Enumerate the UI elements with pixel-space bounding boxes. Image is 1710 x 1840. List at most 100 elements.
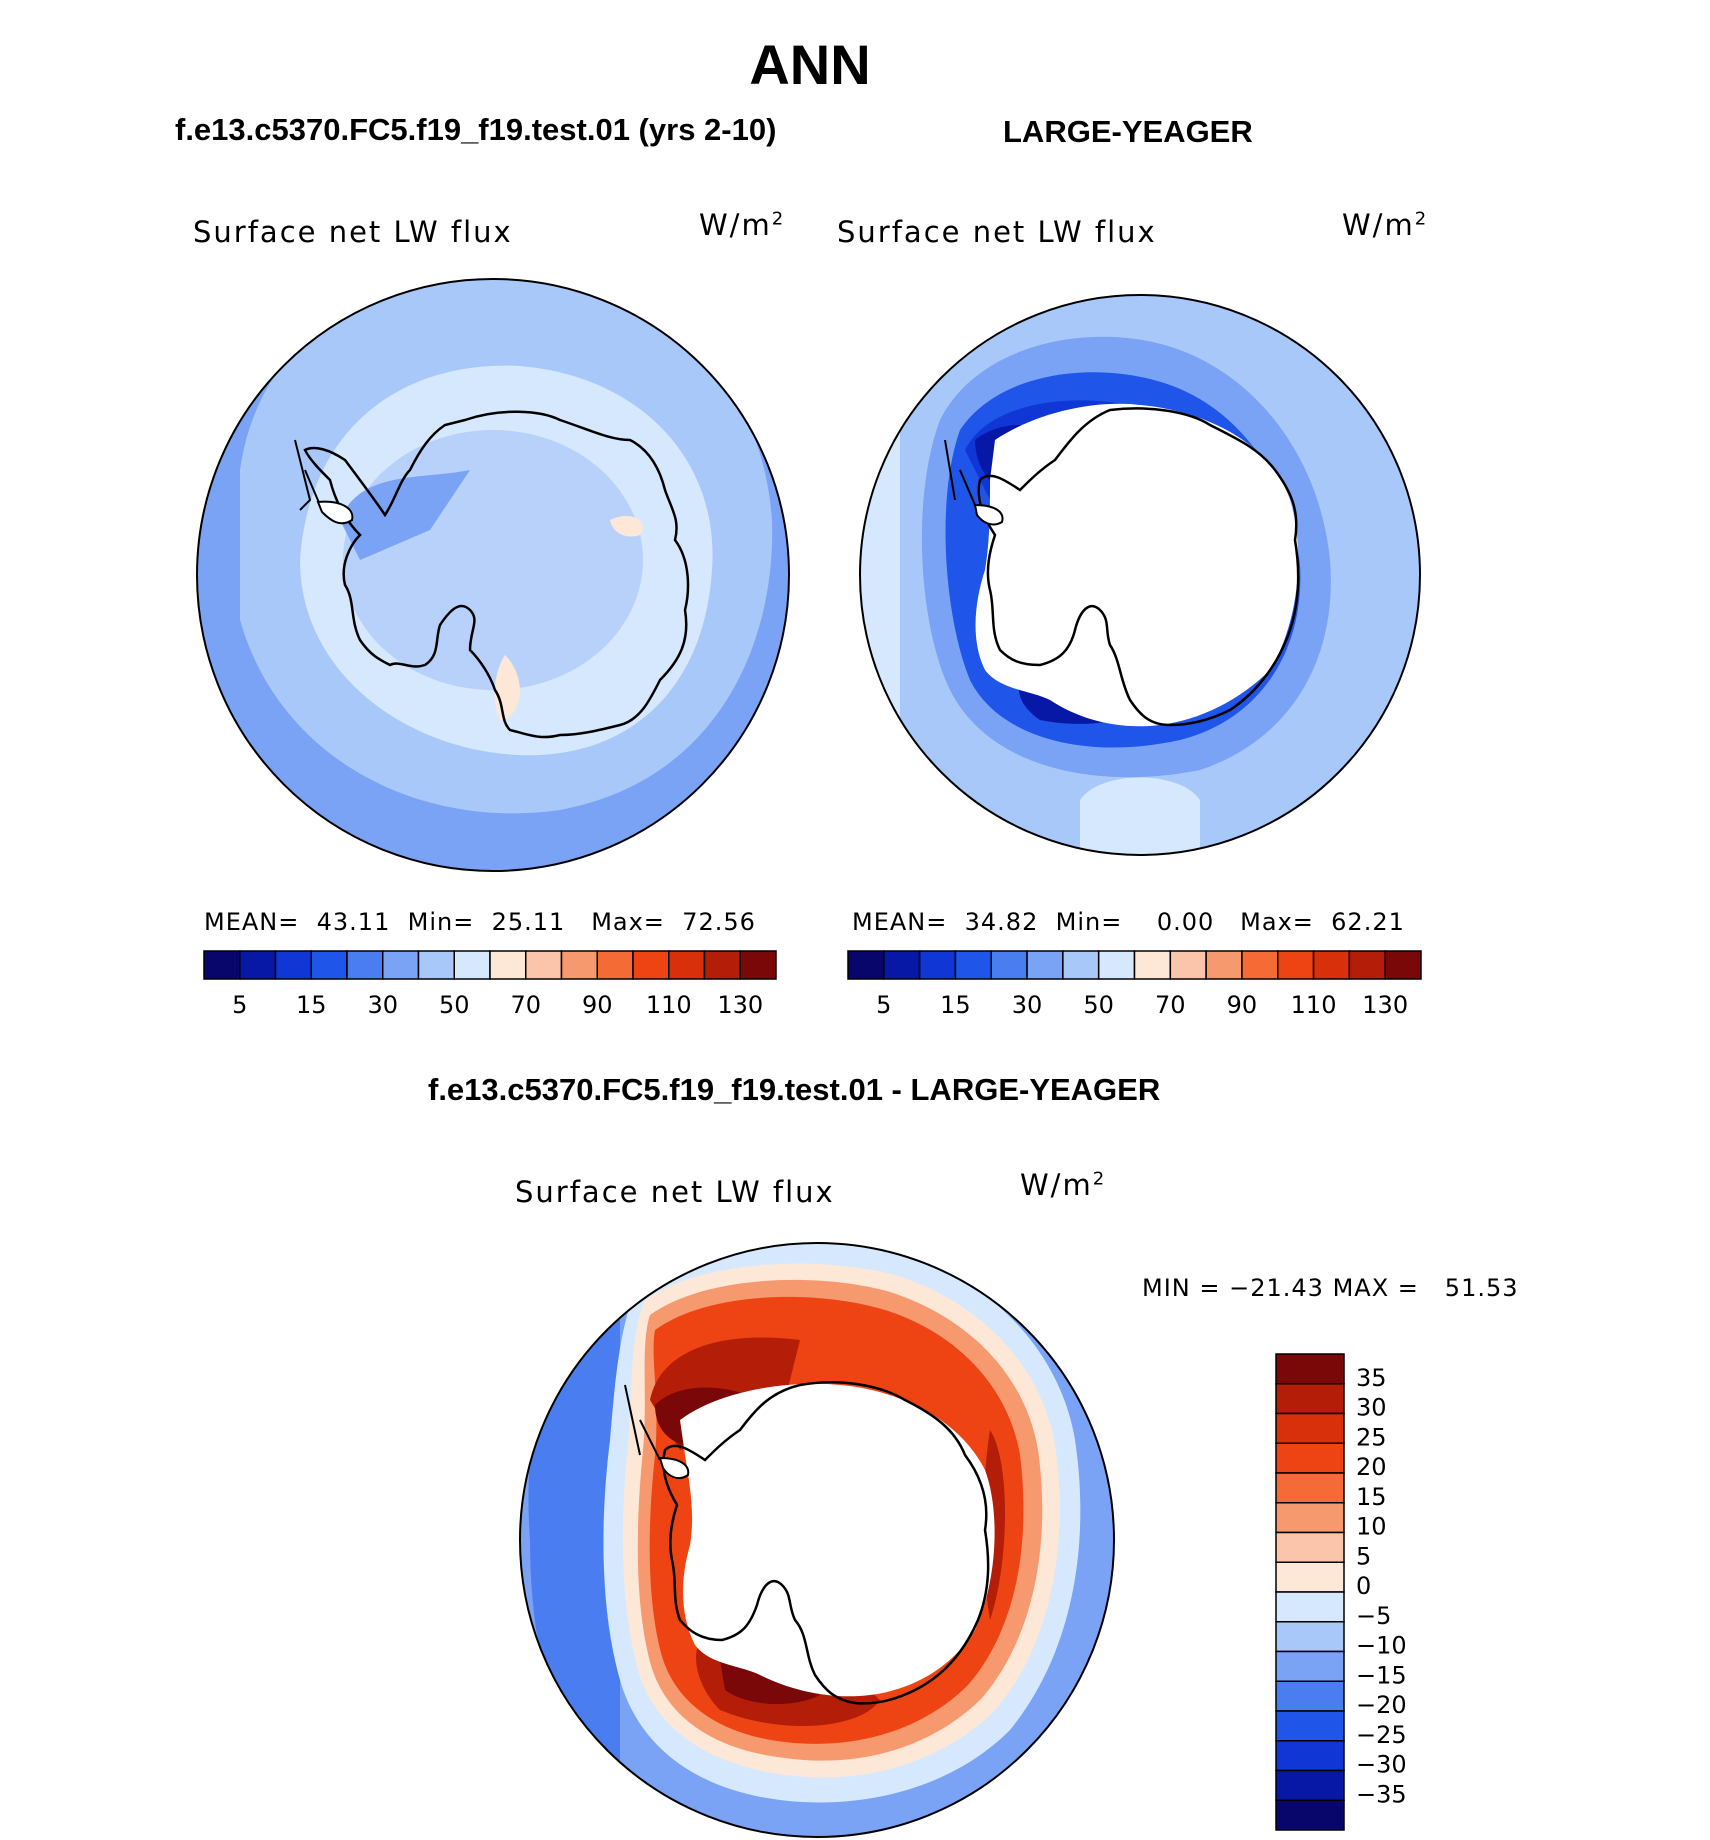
colorbar-obs-swatch: [1026, 950, 1064, 980]
map1-ice-shelf: [316, 500, 354, 525]
colorbar-model-swatch: [203, 950, 241, 980]
colorbar-difference-swatch: [1275, 1740, 1345, 1772]
colorbar-model-swatch: [489, 950, 527, 980]
panel2-variable-label: Surface net LW flux: [837, 215, 1157, 249]
colorbar-obs-swatch: [1384, 950, 1422, 980]
colorbar-obs-swatch: [1133, 950, 1172, 980]
panel1-stats: MEAN= 43.11 Min= 25.11 Max= 72.56: [204, 908, 756, 936]
colorbar-obs-tick-label: 5: [876, 991, 891, 1019]
map3-peninsula: [624, 1384, 661, 1461]
colorbar-obs: 5 15 30 50 70 90 110 130: [847, 950, 1422, 1019]
colorbar-obs-swatch: [847, 950, 885, 980]
colorbar-obs-swatch: [954, 950, 992, 980]
colorbar-difference-swatch: [1275, 1383, 1345, 1415]
colorbar-difference-tick-label: 15: [1356, 1483, 1387, 1511]
colorbar-obs-swatch: [1277, 950, 1315, 980]
colorbar-model: 5 15 30 50 70 90 110 130: [203, 950, 777, 1019]
panel3-stats: MIN = −21.43 MAX = 51.53: [1142, 1274, 1519, 1302]
colorbar-model-tick-label: 70: [510, 991, 541, 1019]
colorbar-difference-tick-label: 25: [1356, 1423, 1387, 1451]
colorbar-model-tick-label: 130: [717, 991, 763, 1019]
colorbar-obs-swatch: [883, 950, 921, 980]
colorbar-difference-swatch: [1275, 1531, 1345, 1563]
colorbar-difference-tick-label: −25: [1356, 1721, 1407, 1749]
colorbar-difference-swatch: [1275, 1412, 1345, 1444]
colorbar-model-tick-label: 5: [232, 991, 247, 1019]
panel3-variable-label: Surface net LW flux: [515, 1175, 835, 1209]
colorbar-difference-swatch: [1275, 1710, 1345, 1742]
colorbar-difference-tick-label: 5: [1356, 1542, 1371, 1570]
panel3-units: W/m2: [1020, 1168, 1107, 1202]
model-subtitle: f.e13.c5370.FC5.f19_f19.test.01 (yrs 2-1…: [175, 112, 777, 147]
colorbar-difference-swatch: [1275, 1650, 1345, 1682]
colorbar-model-swatch: [346, 950, 384, 980]
figure-title: ANN: [749, 33, 871, 96]
colorbar-model-swatch: [596, 950, 634, 980]
colorbar-model-tick-label: 50: [439, 991, 470, 1019]
colorbar-difference-swatch: [1275, 1769, 1345, 1801]
map1-boundary: [196, 278, 790, 872]
colorbar-difference-tick-label: 20: [1356, 1453, 1387, 1481]
colorbar-difference-tick-label: 30: [1356, 1394, 1387, 1422]
colorbar-obs-swatch: [1169, 950, 1207, 980]
colorbar-model-swatch: [417, 950, 455, 980]
colorbar-model-swatch: [525, 950, 563, 980]
colorbar-obs-swatch: [1348, 950, 1386, 980]
colorbar-obs-tick-label: 110: [1291, 991, 1337, 1019]
colorbar-obs-tick-label: 15: [940, 991, 971, 1019]
colorbar-difference-tick-label: −15: [1356, 1661, 1407, 1689]
colorbar-difference-swatch: [1275, 1353, 1345, 1385]
colorbar-difference-swatch: [1275, 1621, 1345, 1653]
colorbar-model-swatch: [739, 950, 777, 980]
colorbar-model-tick-label: 90: [582, 991, 613, 1019]
colorbar-difference-tick-label: 35: [1356, 1364, 1387, 1392]
map1-peninsula: [294, 439, 321, 511]
colorbar-model-tick-label: 15: [296, 991, 327, 1019]
colorbar-difference-swatch: [1275, 1472, 1345, 1504]
colorbar-obs-swatch: [1241, 950, 1279, 980]
map2-peninsula: [944, 439, 976, 506]
colorbar-obs-swatch: [1062, 950, 1100, 980]
colorbar-model-swatch: [668, 950, 706, 980]
colorbar-difference-tick-label: −5: [1356, 1602, 1391, 1630]
colorbar-obs-swatch: [1312, 950, 1351, 980]
colorbar-difference-tick-label: −30: [1356, 1751, 1407, 1779]
colorbar-difference-tick-label: −10: [1356, 1632, 1407, 1660]
difference-subtitle: f.e13.c5370.FC5.f19_f19.test.01 - LARGE-…: [428, 1072, 1161, 1107]
colorbar-obs-tick-label: 50: [1083, 991, 1114, 1019]
colorbar-obs-swatch: [1205, 950, 1243, 980]
colorbar-model-swatch: [632, 950, 670, 980]
colorbar-model-tick-label: 110: [646, 991, 692, 1019]
colorbar-model-swatch: [239, 950, 277, 980]
obs-map: [860, 295, 1420, 855]
colorbar-model-swatch: [382, 950, 420, 980]
obs-subtitle: LARGE-YEAGER: [1003, 114, 1253, 149]
colorbar-obs-tick-label: 30: [1012, 991, 1043, 1019]
colorbar-difference-swatch: [1275, 1680, 1345, 1712]
map3-boundary: [519, 1242, 1115, 1838]
panel1-variable-label: Surface net LW flux: [193, 215, 513, 249]
colorbar-model-swatch: [703, 950, 741, 980]
map1-coastline: [303, 410, 690, 739]
map2-boundary: [859, 294, 1421, 856]
colorbar-difference-swatch: [1275, 1799, 1345, 1831]
colorbar-obs-tick-label: 130: [1362, 991, 1408, 1019]
colorbar-obs-swatch: [1097, 950, 1136, 980]
map3-coastline: [662, 1381, 990, 1705]
map2-ice-shelf: [973, 503, 1004, 526]
colorbar-model-swatch: [453, 950, 491, 980]
map2-coastline: [977, 407, 1300, 727]
colorbar-model-swatch: [310, 950, 348, 980]
colorbar-model-tick-label: 30: [367, 991, 398, 1019]
colorbar-model-swatch: [274, 950, 312, 980]
panel2-stats: MEAN= 34.82 Min= 0.00 Max= 62.21: [852, 908, 1405, 936]
colorbar-difference-swatch: [1275, 1561, 1345, 1593]
colorbar-obs-swatch: [918, 950, 957, 980]
colorbar-obs-tick-label: 90: [1227, 991, 1258, 1019]
map3-ice-shelf: [658, 1456, 690, 1479]
colorbar-difference-swatch: [1275, 1502, 1345, 1534]
colorbar-difference-swatch: [1275, 1442, 1345, 1474]
colorbar-model-swatch: [560, 950, 598, 980]
